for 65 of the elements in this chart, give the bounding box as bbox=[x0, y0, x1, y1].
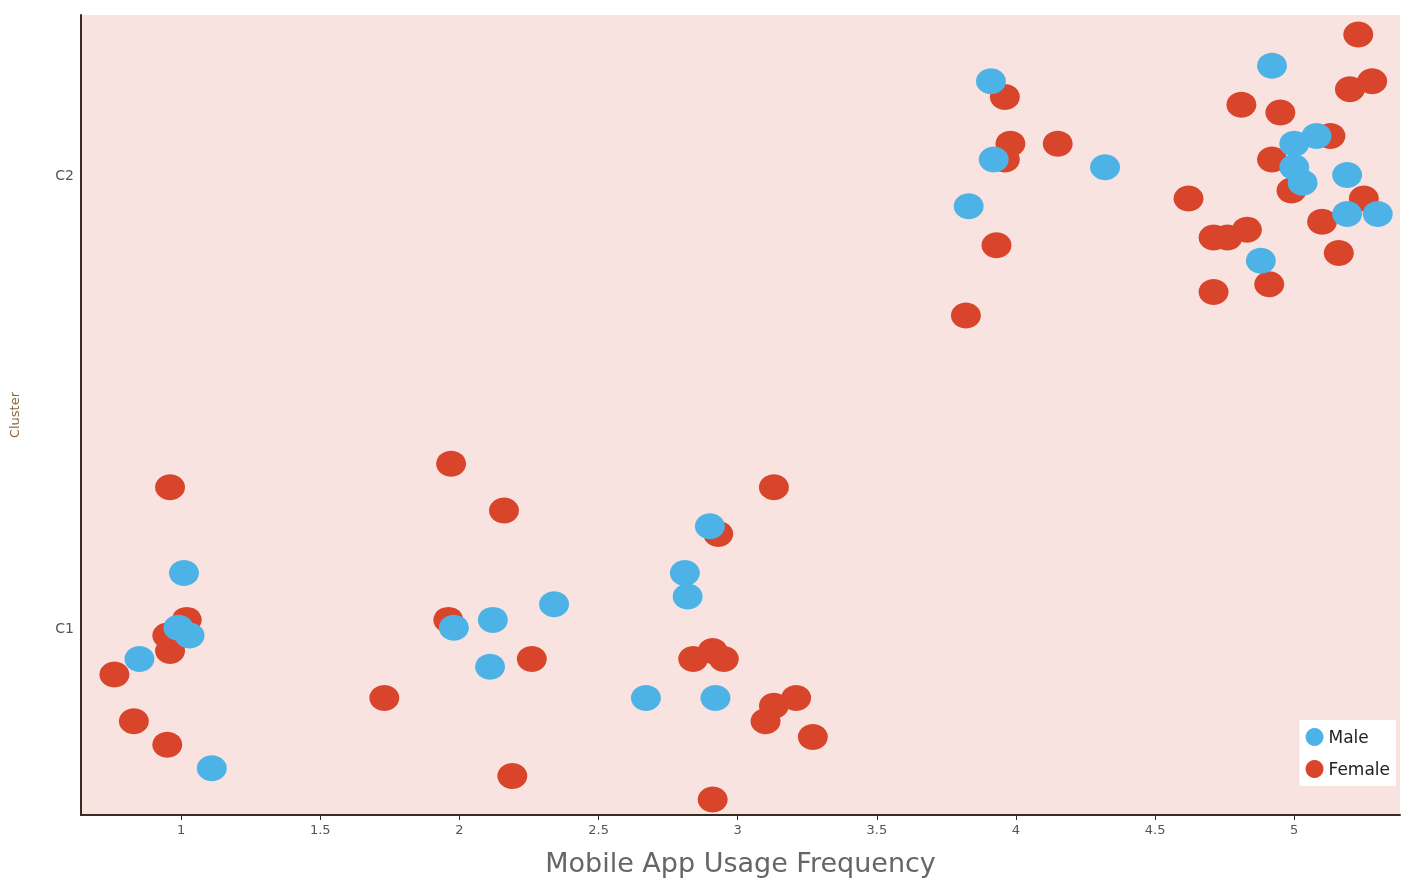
point bbox=[99, 661, 130, 688]
point bbox=[758, 474, 789, 501]
point bbox=[672, 583, 703, 610]
legend-label: Female bbox=[1328, 759, 1390, 779]
point bbox=[975, 68, 1006, 95]
x-tick-label: 3.5 bbox=[866, 822, 888, 837]
point bbox=[669, 560, 700, 587]
point bbox=[950, 302, 981, 329]
y-axis-title: Cluster bbox=[7, 391, 22, 439]
point bbox=[1343, 21, 1374, 48]
point bbox=[539, 591, 570, 618]
text: C1 bbox=[55, 619, 74, 636]
point bbox=[168, 560, 199, 587]
point bbox=[489, 497, 519, 524]
x-tick-label: 4 bbox=[1011, 822, 1021, 837]
x-tick-label: 4.5 bbox=[1144, 822, 1166, 837]
point bbox=[475, 653, 506, 680]
point bbox=[436, 450, 467, 477]
x-tick-label: 5 bbox=[1290, 822, 1299, 837]
point bbox=[1362, 201, 1393, 228]
x-tick-label: 2 bbox=[455, 822, 464, 837]
point bbox=[700, 684, 731, 711]
point bbox=[697, 786, 728, 813]
point bbox=[477, 606, 508, 633]
point bbox=[1323, 240, 1354, 267]
text: C2 bbox=[55, 167, 74, 183]
point bbox=[1226, 91, 1257, 118]
point bbox=[1198, 279, 1229, 306]
point bbox=[516, 645, 547, 672]
x-tick-label: 2.5 bbox=[588, 822, 609, 837]
point bbox=[981, 232, 1012, 259]
point bbox=[1042, 130, 1073, 157]
point bbox=[174, 622, 205, 649]
point bbox=[438, 614, 469, 641]
x-tick-label: 1.5 bbox=[309, 822, 331, 837]
point bbox=[1307, 208, 1338, 235]
point bbox=[1254, 271, 1285, 298]
point bbox=[797, 723, 828, 750]
point bbox=[694, 513, 725, 540]
legend-label: Male bbox=[1328, 727, 1369, 747]
x-axis-title: Mobile App Usage Frequency bbox=[545, 847, 936, 878]
point bbox=[1332, 201, 1363, 228]
point bbox=[750, 708, 781, 735]
point bbox=[124, 645, 155, 672]
point bbox=[118, 708, 149, 735]
x-tick-label: 1 bbox=[177, 822, 186, 837]
point bbox=[1287, 169, 1318, 196]
point bbox=[1090, 154, 1121, 181]
point bbox=[1265, 99, 1296, 126]
point bbox=[1332, 162, 1363, 188]
point bbox=[155, 474, 186, 501]
point bbox=[1257, 52, 1287, 79]
point bbox=[978, 146, 1009, 173]
point bbox=[630, 684, 661, 711]
x-tick-label: 3 bbox=[733, 822, 742, 837]
point bbox=[196, 755, 227, 782]
point bbox=[152, 731, 183, 758]
point bbox=[953, 193, 984, 220]
point bbox=[1357, 68, 1388, 95]
point bbox=[1173, 185, 1204, 212]
point bbox=[708, 645, 739, 672]
point bbox=[497, 762, 528, 789]
point bbox=[1301, 122, 1332, 149]
point bbox=[1245, 247, 1276, 274]
point bbox=[369, 684, 400, 711]
